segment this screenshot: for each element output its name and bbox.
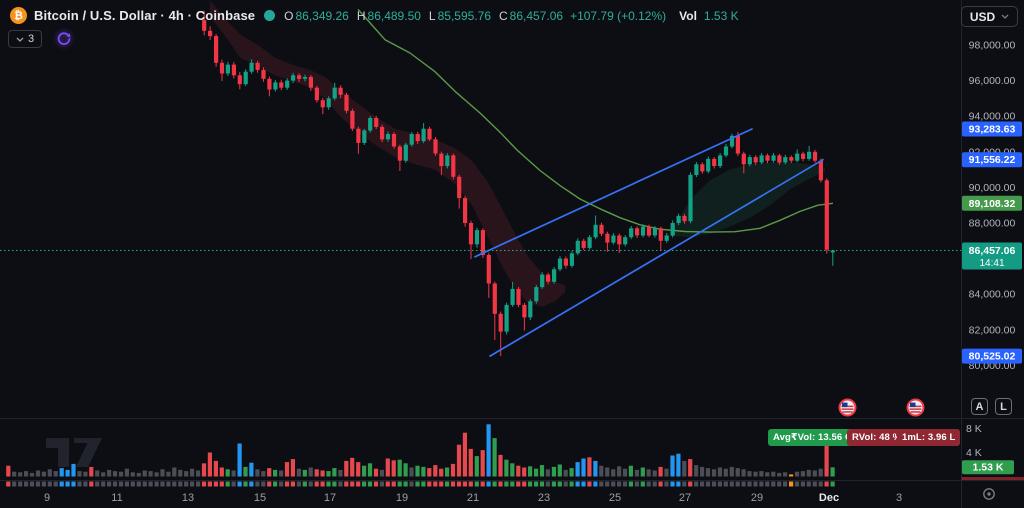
trend-channel-lines[interactable]	[474, 128, 824, 357]
close-label: C	[499, 8, 508, 23]
svg-text:96,000.00: 96,000.00	[969, 75, 1016, 87]
svg-text:82,000.00: 82,000.00	[969, 324, 1016, 336]
svg-text:17: 17	[324, 492, 336, 504]
moving-average-line	[357, 8, 834, 233]
svg-text:1.53 K: 1.53 K	[973, 462, 1004, 474]
close-value: 86,457.06	[509, 8, 564, 23]
chart-legend: ₿ Bitcoin / U.S. Dollar · 4h · Coinbase …	[10, 7, 739, 24]
indicator-count: 3	[28, 33, 35, 45]
chevron-down-icon	[16, 37, 24, 42]
svg-text:11: 11	[111, 492, 122, 504]
currency-label: USD	[969, 9, 996, 24]
open-value: 86,349.26	[295, 8, 349, 23]
svg-text:3: 3	[896, 492, 902, 504]
svg-text:8 K: 8 K	[966, 423, 982, 435]
svg-text:4 K: 4 K	[966, 447, 982, 459]
svg-text:Dec: Dec	[819, 492, 839, 504]
high-label: H	[356, 8, 366, 23]
svg-text:91,556.22: 91,556.22	[969, 154, 1016, 166]
svg-text:25: 25	[609, 492, 621, 504]
svg-text:14:41: 14:41	[979, 258, 1004, 269]
ohlc-readout: O 86,349.26 H 86,489.50 L 85,595.76 C 86,457…	[284, 9, 563, 23]
ma-ribbon-clouds	[210, 0, 825, 307]
svg-text:93,283.63: 93,283.63	[969, 124, 1016, 136]
low-value: 85,595.76	[437, 8, 491, 23]
market-status-dot-icon	[264, 10, 276, 21]
chevron-down-icon	[1001, 14, 1009, 19]
low-label: L	[428, 8, 436, 23]
symbol-title[interactable]: Bitcoin / U.S. Dollar · 4h · Coinbase	[34, 8, 256, 23]
svg-text:23: 23	[538, 492, 550, 504]
svg-text:13: 13	[182, 492, 194, 504]
tradingview-logo	[46, 438, 102, 467]
auto-scale-button[interactable]: A	[971, 398, 988, 415]
svg-text:27: 27	[679, 492, 691, 504]
economic-event-flag-icon[interactable]	[838, 398, 857, 417]
axis-settings-icon[interactable]	[982, 487, 996, 501]
svg-text:88,000.00: 88,000.00	[969, 218, 1016, 230]
bar-color-strip	[6, 481, 835, 487]
price-axis-badges: 93,283.63 91,556.22 89,108.32 86,457.0614:4…	[961, 121, 1024, 480]
btc-logo-icon: ₿	[10, 7, 27, 24]
legend-toolbar-row: 3	[8, 30, 72, 48]
svg-text:9: 9	[44, 492, 50, 504]
svg-text:15: 15	[254, 492, 266, 504]
svg-text:98,000.00: 98,000.00	[969, 40, 1016, 52]
volume-histogram	[6, 424, 835, 477]
relative-volume-badge: RVol: 48 %	[847, 429, 907, 446]
log-scale-button[interactable]: L	[995, 398, 1012, 415]
one-month-low-badge: 1mL: 3.96 L	[897, 429, 961, 446]
economic-event-flag-icon[interactable]	[906, 398, 925, 417]
axis-tick-labels: 98,000.0096,000.0094,000.0092,000.0090,0…	[44, 40, 1016, 505]
change-value: +107.79 (+0.12%)	[570, 8, 667, 23]
open-label: O	[284, 8, 294, 23]
svg-text:19: 19	[396, 492, 408, 504]
svg-text:86,457.06: 86,457.06	[969, 245, 1016, 257]
svg-text:84,000.00: 84,000.00	[969, 289, 1016, 301]
avg-rupee-volume-badge: Avg₹Vol: 13.56 Cr	[768, 429, 861, 446]
sync-refresh-icon[interactable]	[56, 31, 72, 47]
svg-text:80,525.02: 80,525.02	[969, 351, 1016, 363]
high-value: 86,489.50	[367, 8, 421, 23]
svg-text:94,000.00: 94,000.00	[969, 111, 1016, 123]
volume-label: Vol	[679, 8, 697, 23]
volume-value: 1.53 K	[703, 8, 739, 23]
svg-text:90,000.00: 90,000.00	[969, 182, 1016, 194]
svg-text:89,108.32: 89,108.32	[969, 198, 1016, 210]
indicators-collapse-button[interactable]: 3	[8, 30, 43, 48]
svg-text:29: 29	[751, 492, 763, 504]
svg-text:21: 21	[467, 492, 479, 504]
candlesticks	[202, 10, 835, 357]
currency-select-button[interactable]: USD	[961, 6, 1018, 27]
